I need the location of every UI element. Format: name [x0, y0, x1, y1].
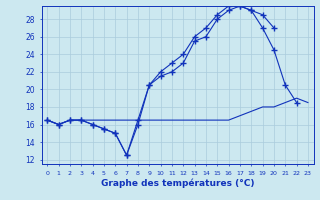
X-axis label: Graphe des températures (°C): Graphe des températures (°C)	[101, 179, 254, 188]
